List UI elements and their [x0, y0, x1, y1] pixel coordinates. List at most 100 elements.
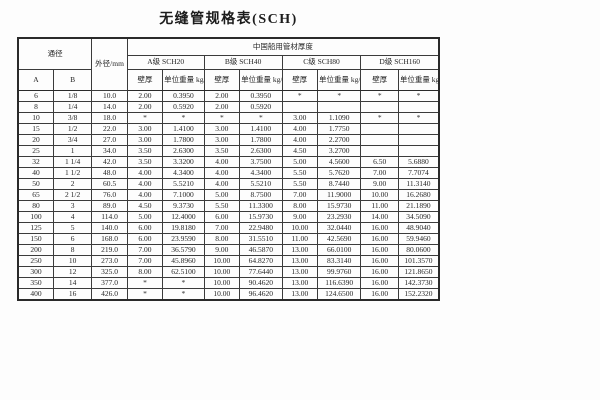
table-cell: 5.7620: [316, 167, 362, 179]
table-row: 15 1/2 22.0 3.00 1.4100 3.00 1.4100 4.00 1.7750: [17, 123, 440, 135]
table-cell: [360, 101, 399, 113]
table-cell: *: [281, 90, 318, 102]
table-cell: [397, 145, 440, 157]
table-cell: *: [126, 288, 164, 301]
table-cell: 11.00: [281, 233, 318, 245]
table-cell: 22.9480: [239, 222, 283, 234]
table-cell: 0.5920: [239, 101, 283, 113]
table-cell: 80: [17, 200, 54, 212]
table-row: 350 14 377.0 * * 10.00 90.4620 13.00 116.6390 16.…: [17, 277, 440, 289]
table-cell: 15: [17, 123, 54, 135]
table-body: 6 1/8 10.0 2.00 0.3950 2.00 0.3950 * * * * 8 1/4 14.0…: [17, 90, 440, 301]
table-cell: 16.00: [360, 244, 399, 256]
table-cell: 22.0: [91, 123, 128, 135]
table-cell: 21.1890: [397, 200, 440, 212]
table-cell: 10.00: [203, 266, 241, 278]
table-cell: [360, 134, 399, 146]
table-cell: 250: [17, 255, 54, 267]
table-cell: 14.00: [360, 211, 399, 223]
table-cell: 116.6390: [316, 277, 362, 289]
header-col-b: B: [52, 69, 93, 91]
header-nominal-diameter: 通径: [17, 37, 93, 70]
table-cell: 1.7800: [239, 134, 283, 146]
table-row: 250 10 273.0 7.00 45.8960 10.00 64.8270 13.00 83…: [17, 255, 440, 267]
table-cell: 4.3400: [162, 167, 205, 179]
table-cell: 4.00: [203, 156, 241, 168]
table-row: 6 1/8 10.0 2.00 0.3950 2.00 0.3950 * * * *: [17, 90, 440, 102]
table-cell: 48.9040: [397, 222, 440, 234]
table-cell: 4: [52, 211, 93, 223]
table-cell: 11.9000: [316, 189, 362, 201]
table-cell: 3: [52, 200, 93, 212]
table-cell: 1/8: [52, 90, 93, 102]
table-row: 50 2 60.5 4.00 5.5210 4.00 5.5210 5.50 8.7440 9.0…: [17, 178, 440, 190]
table-cell: [397, 134, 440, 146]
table-row: 25 1 34.0 3.50 2.6300 3.50 2.6300 4.50 3.2700: [17, 145, 440, 157]
table-cell: 59.9460: [397, 233, 440, 245]
table-cell: 1.4100: [162, 123, 205, 135]
table-row: 150 6 168.0 6.00 23.9590 8.00 31.5510 11.00 42.5…: [17, 233, 440, 245]
table-cell: 11.3140: [397, 178, 440, 190]
table-cell: 64.8270: [239, 255, 283, 267]
table-cell: 325.0: [91, 266, 128, 278]
header-wall-c: 壁厚: [281, 69, 318, 91]
table-cell: 4.00: [281, 134, 318, 146]
table-row: 125 5 140.0 6.00 19.8180 7.00 22.9480 10.00 32.0…: [17, 222, 440, 234]
header-wall-a: 壁厚: [126, 69, 164, 91]
header-weight-d: 单位重量 kg/m: [397, 69, 440, 91]
table-row: 20 3/4 27.0 3.00 1.7800 3.00 1.7800 4.00 2.2700: [17, 134, 440, 146]
table-cell: *: [360, 90, 399, 102]
table-row: 200 8 219.0 7.00 36.5790 9.00 46.5870 13.00 66.0…: [17, 244, 440, 256]
table-cell: 0.3950: [162, 90, 205, 102]
table-cell: 11.00: [360, 200, 399, 212]
table-cell: 2: [52, 178, 93, 190]
table-cell: 8: [17, 101, 54, 113]
header-thickness-group: 中国船用管材厚度: [126, 37, 440, 56]
table-cell: 10: [52, 255, 93, 267]
table-cell: 16.00: [360, 222, 399, 234]
table-cell: 1 1/4: [52, 156, 93, 168]
table-row: 100 4 114.0 5.00 12.4000 6.00 15.9730 9.00 23.29…: [17, 211, 440, 223]
table-cell: 99.9760: [316, 266, 362, 278]
pipe-spec-table: 通径 外径/mm 中国船用管材厚度 A级 SCH20 B级 SCH40 C级 S…: [17, 37, 440, 301]
table-cell: 18.0: [91, 112, 128, 124]
table-row: 400 16 426.0 * * 10.00 96.4620 13.00 124.6500 16.…: [17, 288, 440, 301]
header-grade-c-sch80: C级 SCH80: [281, 55, 362, 70]
table-cell: 4.3400: [239, 167, 283, 179]
table-cell: 77.6440: [239, 266, 283, 278]
table-cell: 4.50: [126, 200, 164, 212]
table-cell: 96.4620: [239, 288, 283, 301]
table-cell: 3.00: [203, 134, 241, 146]
table-cell: 5.5210: [162, 178, 205, 190]
table-cell: 13.00: [281, 244, 318, 256]
table-cell: 16.00: [360, 277, 399, 289]
table-cell: 9.00: [360, 178, 399, 190]
table-cell: 16.2680: [397, 189, 440, 201]
table-row: 80 3 89.0 4.50 9.3730 5.50 11.3300 8.00 15.9730 1…: [17, 200, 440, 212]
table-cell: 15.9730: [239, 211, 283, 223]
table-cell: 8.00: [281, 200, 318, 212]
table-cell: 13.00: [281, 277, 318, 289]
table-cell: 32: [17, 156, 54, 168]
table-cell: 200: [17, 244, 54, 256]
table-cell: 1.7800: [162, 134, 205, 146]
table-cell: 6.00: [126, 233, 164, 245]
table-cell: *: [316, 90, 362, 102]
table-cell: 40: [17, 167, 54, 179]
table-cell: 4.00: [203, 178, 241, 190]
table-cell: 11.3300: [239, 200, 283, 212]
table-cell: 3.00: [281, 112, 318, 124]
table-cell: 2 1/2: [52, 189, 93, 201]
table-cell: 23.9590: [162, 233, 205, 245]
table-cell: 2.00: [126, 90, 164, 102]
table-cell: 4.5600: [316, 156, 362, 168]
table-cell: 140.0: [91, 222, 128, 234]
table-cell: 10.00: [360, 189, 399, 201]
table-row: 40 1 1/2 48.0 4.00 4.3400 4.00 4.3400 5.50 5.762…: [17, 167, 440, 179]
table-cell: 23.2930: [316, 211, 362, 223]
table-cell: 400: [17, 288, 54, 301]
table-cell: 10.00: [203, 288, 241, 301]
table-cell: [397, 101, 440, 113]
table-cell: 142.3730: [397, 277, 440, 289]
table-cell: 6.50: [360, 156, 399, 168]
